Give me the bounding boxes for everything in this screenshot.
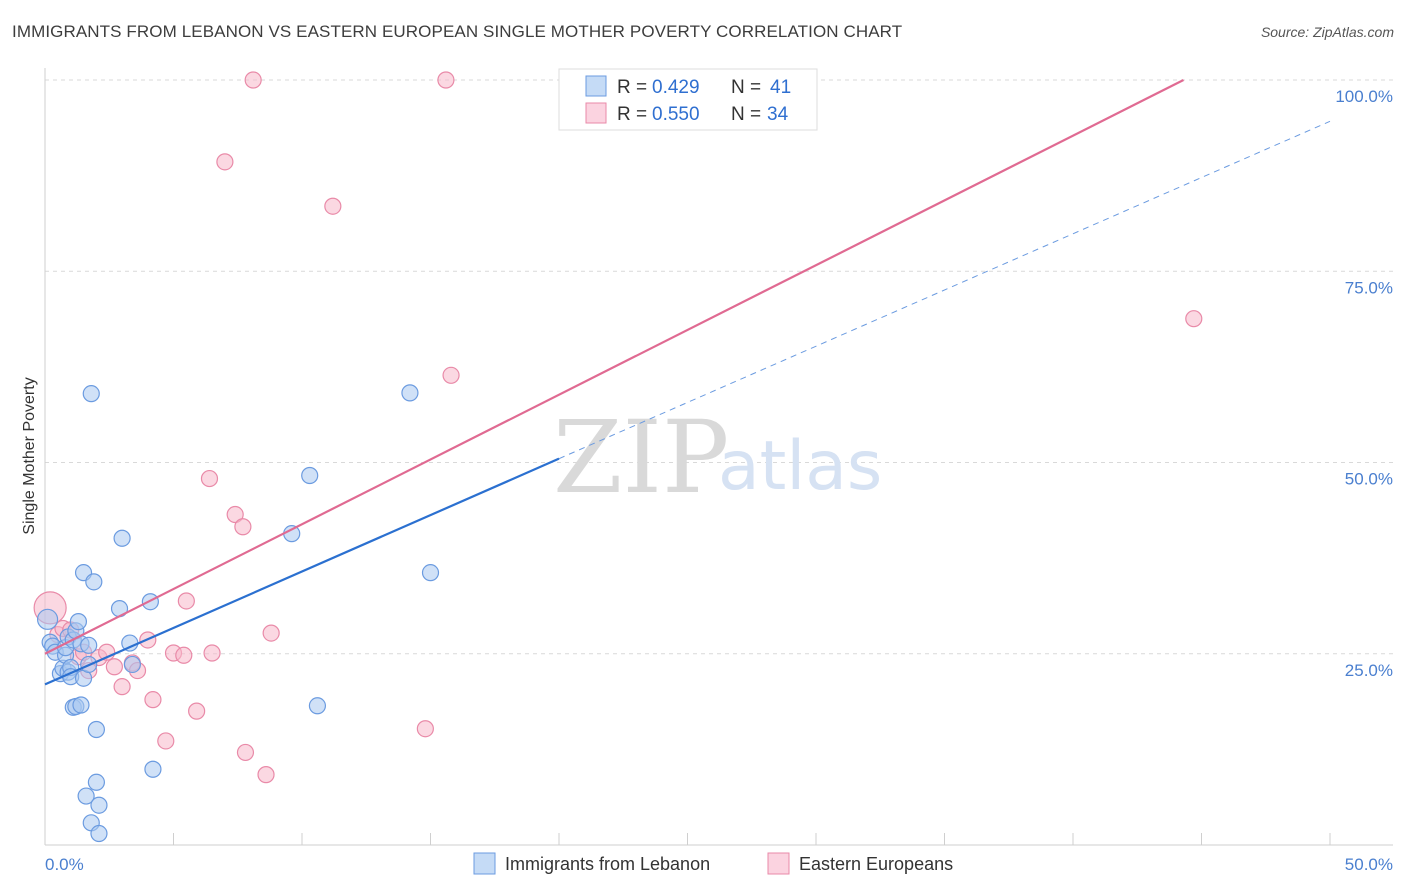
pink-point-28 <box>262 624 280 642</box>
legend-n-value-pink: 34 <box>767 104 789 125</box>
legend-n-value-blue: 41 <box>770 77 791 98</box>
blue-point-38 <box>301 466 319 485</box>
pink-point-19 <box>188 702 206 720</box>
pink-point-22 <box>216 153 234 171</box>
watermark-zip: ZIP <box>553 399 729 516</box>
source-credit: Source: ZipAtlas.com <box>1260 24 1394 40</box>
legend-n-label-pink: N = <box>731 104 761 125</box>
bottom-legend-swatch-blue <box>473 852 496 875</box>
x-minor-ticks <box>44 833 1331 845</box>
pink-point-32 <box>442 366 460 384</box>
bottom-legend-label-blue: Immigrants from Lebanon <box>505 854 710 874</box>
series-legend: Immigrants from Lebanon Eastern European… <box>473 852 953 875</box>
pink-point-14 <box>144 691 162 709</box>
legend-swatch-pink <box>585 102 607 124</box>
blue-point-34 <box>123 655 141 674</box>
blue-point-29 <box>90 796 108 814</box>
eastern-europeans-trendline <box>44 79 1185 655</box>
legend-swatch-blue <box>585 75 607 97</box>
y-axis-label: Single Mother Poverty <box>21 377 38 534</box>
lebanon-points <box>36 384 440 843</box>
blue-point-18 <box>72 696 90 714</box>
blue-point-37 <box>283 525 301 543</box>
legend-r-label-blue: R = <box>617 77 647 98</box>
pink-point-15 <box>157 732 175 750</box>
blue-point-15 <box>69 613 88 631</box>
y-tick-label-0: 100.0% <box>1335 87 1393 106</box>
pink-point-34 <box>1185 310 1203 328</box>
trend-lines <box>44 79 1331 686</box>
axes <box>44 68 1393 846</box>
chart-title: IMMIGRANTS FROM LEBANON VS EASTERN EUROP… <box>12 22 903 41</box>
y-tick-label-3: 25.0% <box>1345 661 1393 680</box>
blue-point-21 <box>77 787 95 805</box>
pink-point-25 <box>236 743 255 762</box>
blue-point-36 <box>144 760 162 778</box>
pink-point-29 <box>324 197 342 215</box>
blue-point-24 <box>82 385 100 403</box>
y-tick-label-2: 50.0% <box>1345 470 1393 489</box>
pink-point-21 <box>203 644 221 662</box>
grid-lines <box>45 79 1393 655</box>
legend-r-value-pink: 0.550 <box>652 104 700 125</box>
legend-r-value-blue: 0.429 <box>652 77 700 98</box>
legend-r-label-pink: R = <box>617 104 647 125</box>
legend-n-label-blue: N = <box>731 77 761 98</box>
pink-point-18 <box>177 592 195 610</box>
blue-point-40 <box>401 384 419 402</box>
y-tick-label-1: 75.0% <box>1345 278 1393 297</box>
blue-point-22 <box>80 636 98 654</box>
blue-point-39 <box>308 697 327 715</box>
pink-point-27 <box>257 766 275 784</box>
pink-point-9 <box>105 658 123 676</box>
blue-point-28 <box>87 773 106 791</box>
bottom-legend-label-pink: Eastern Europeans <box>799 854 953 874</box>
pink-point-24 <box>234 518 252 536</box>
pink-point-30 <box>416 720 434 738</box>
pink-point-31 <box>437 71 455 89</box>
blue-point-0 <box>36 608 59 630</box>
pink-point-23 <box>226 505 244 524</box>
bottom-legend-swatch-pink <box>767 852 790 875</box>
blue-point-32 <box>113 529 131 547</box>
watermark-atlas: atlas <box>718 427 882 506</box>
x-tick-labels: 0.0% 50.0% <box>45 855 1393 874</box>
x-tick-label-1: 50.0% <box>1345 855 1393 874</box>
lebanon-trendline <box>44 457 560 686</box>
blue-point-27 <box>87 720 106 739</box>
blue-point-26 <box>85 573 103 591</box>
pink-point-26 <box>244 71 262 89</box>
pink-point-20 <box>200 469 219 488</box>
pink-point-17 <box>175 646 193 664</box>
pink-point-10 <box>113 678 131 696</box>
x-tick-label-0: 0.0% <box>45 855 84 874</box>
blue-point-41 <box>421 564 440 582</box>
lebanon-trendline-extension <box>558 120 1331 460</box>
blue-point-30 <box>90 824 108 843</box>
y-tick-labels: 100.0% 75.0% 50.0% 25.0% <box>1335 87 1393 680</box>
stats-legend: R = 0.429 N = 41 R = 0.550 N = 34 <box>558 68 818 131</box>
